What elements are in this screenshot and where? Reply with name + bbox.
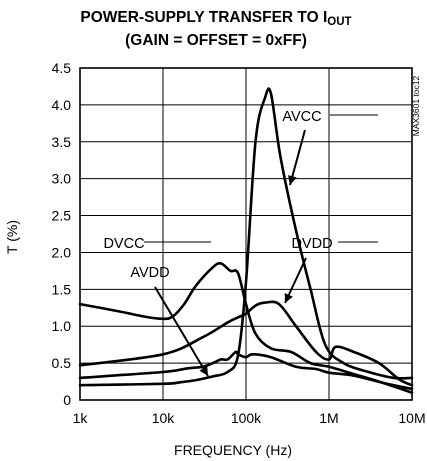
y-tick-label: 0.5 xyxy=(52,355,72,371)
series-arrowhead-dvdd xyxy=(284,292,293,303)
y-tick-label: 2.5 xyxy=(52,208,72,224)
series-line-dvcc xyxy=(78,262,414,394)
series-label-dvcc: DVCC xyxy=(103,236,144,252)
y-tick-label: 0 xyxy=(63,392,71,408)
y-axis-label: T (%) xyxy=(4,220,20,254)
y-tick-label: 4.0 xyxy=(52,97,72,113)
chart-title-line1: POWER-SUPPLY TRANSFER TO IOUT xyxy=(80,9,351,28)
x-tick-label: 10M xyxy=(398,410,425,426)
plot-grid xyxy=(79,67,413,401)
chart-title-subscript: OUT xyxy=(327,16,351,28)
curve-annotations: AVCC DVCC DVDD AVDD xyxy=(103,109,378,377)
series-label-avdd: AVDD xyxy=(130,265,169,281)
x-tick-label: 1k xyxy=(73,410,89,426)
y-tick-label: 4.5 xyxy=(52,60,72,76)
x-tick-label: 100k xyxy=(231,410,262,426)
series-line-avcc xyxy=(78,87,414,387)
x-axis-label: FREQUENCY (Hz) xyxy=(174,442,292,458)
series-line-avdd xyxy=(78,350,414,391)
x-tick-label: 1M xyxy=(319,410,338,426)
series-arrow-avdd xyxy=(154,286,209,377)
y-tick-label: 3.5 xyxy=(52,134,72,150)
chart-title-line2: (GAIN = OFFSET = 0xFF) xyxy=(125,32,307,49)
series-label-dvdd: DVDD xyxy=(291,236,332,252)
data-curves xyxy=(78,87,414,394)
y-tick-label: 1.5 xyxy=(52,281,72,297)
y-tick-label: 1.0 xyxy=(52,318,72,334)
series-arrowhead-avdd xyxy=(199,365,208,376)
y-tick-label: 2.0 xyxy=(52,244,72,260)
chart-id-label: MAX3601 toc12 xyxy=(411,75,421,136)
y-tick-label: 3.0 xyxy=(52,171,72,187)
axis-tick-labels: 0 0.5 1.0 1.5 2.0 2.5 3.0 3.5 4.0 4.5 1k 10k 100k 1M 1… xyxy=(52,60,426,426)
plot-frame xyxy=(79,67,413,401)
series-arrowhead-avcc xyxy=(288,175,297,185)
series-arrow-avcc xyxy=(289,129,306,186)
series-line-dvdd xyxy=(78,300,414,387)
series-label-avcc: AVCC xyxy=(282,109,321,125)
x-tick-label: 10k xyxy=(152,410,176,426)
